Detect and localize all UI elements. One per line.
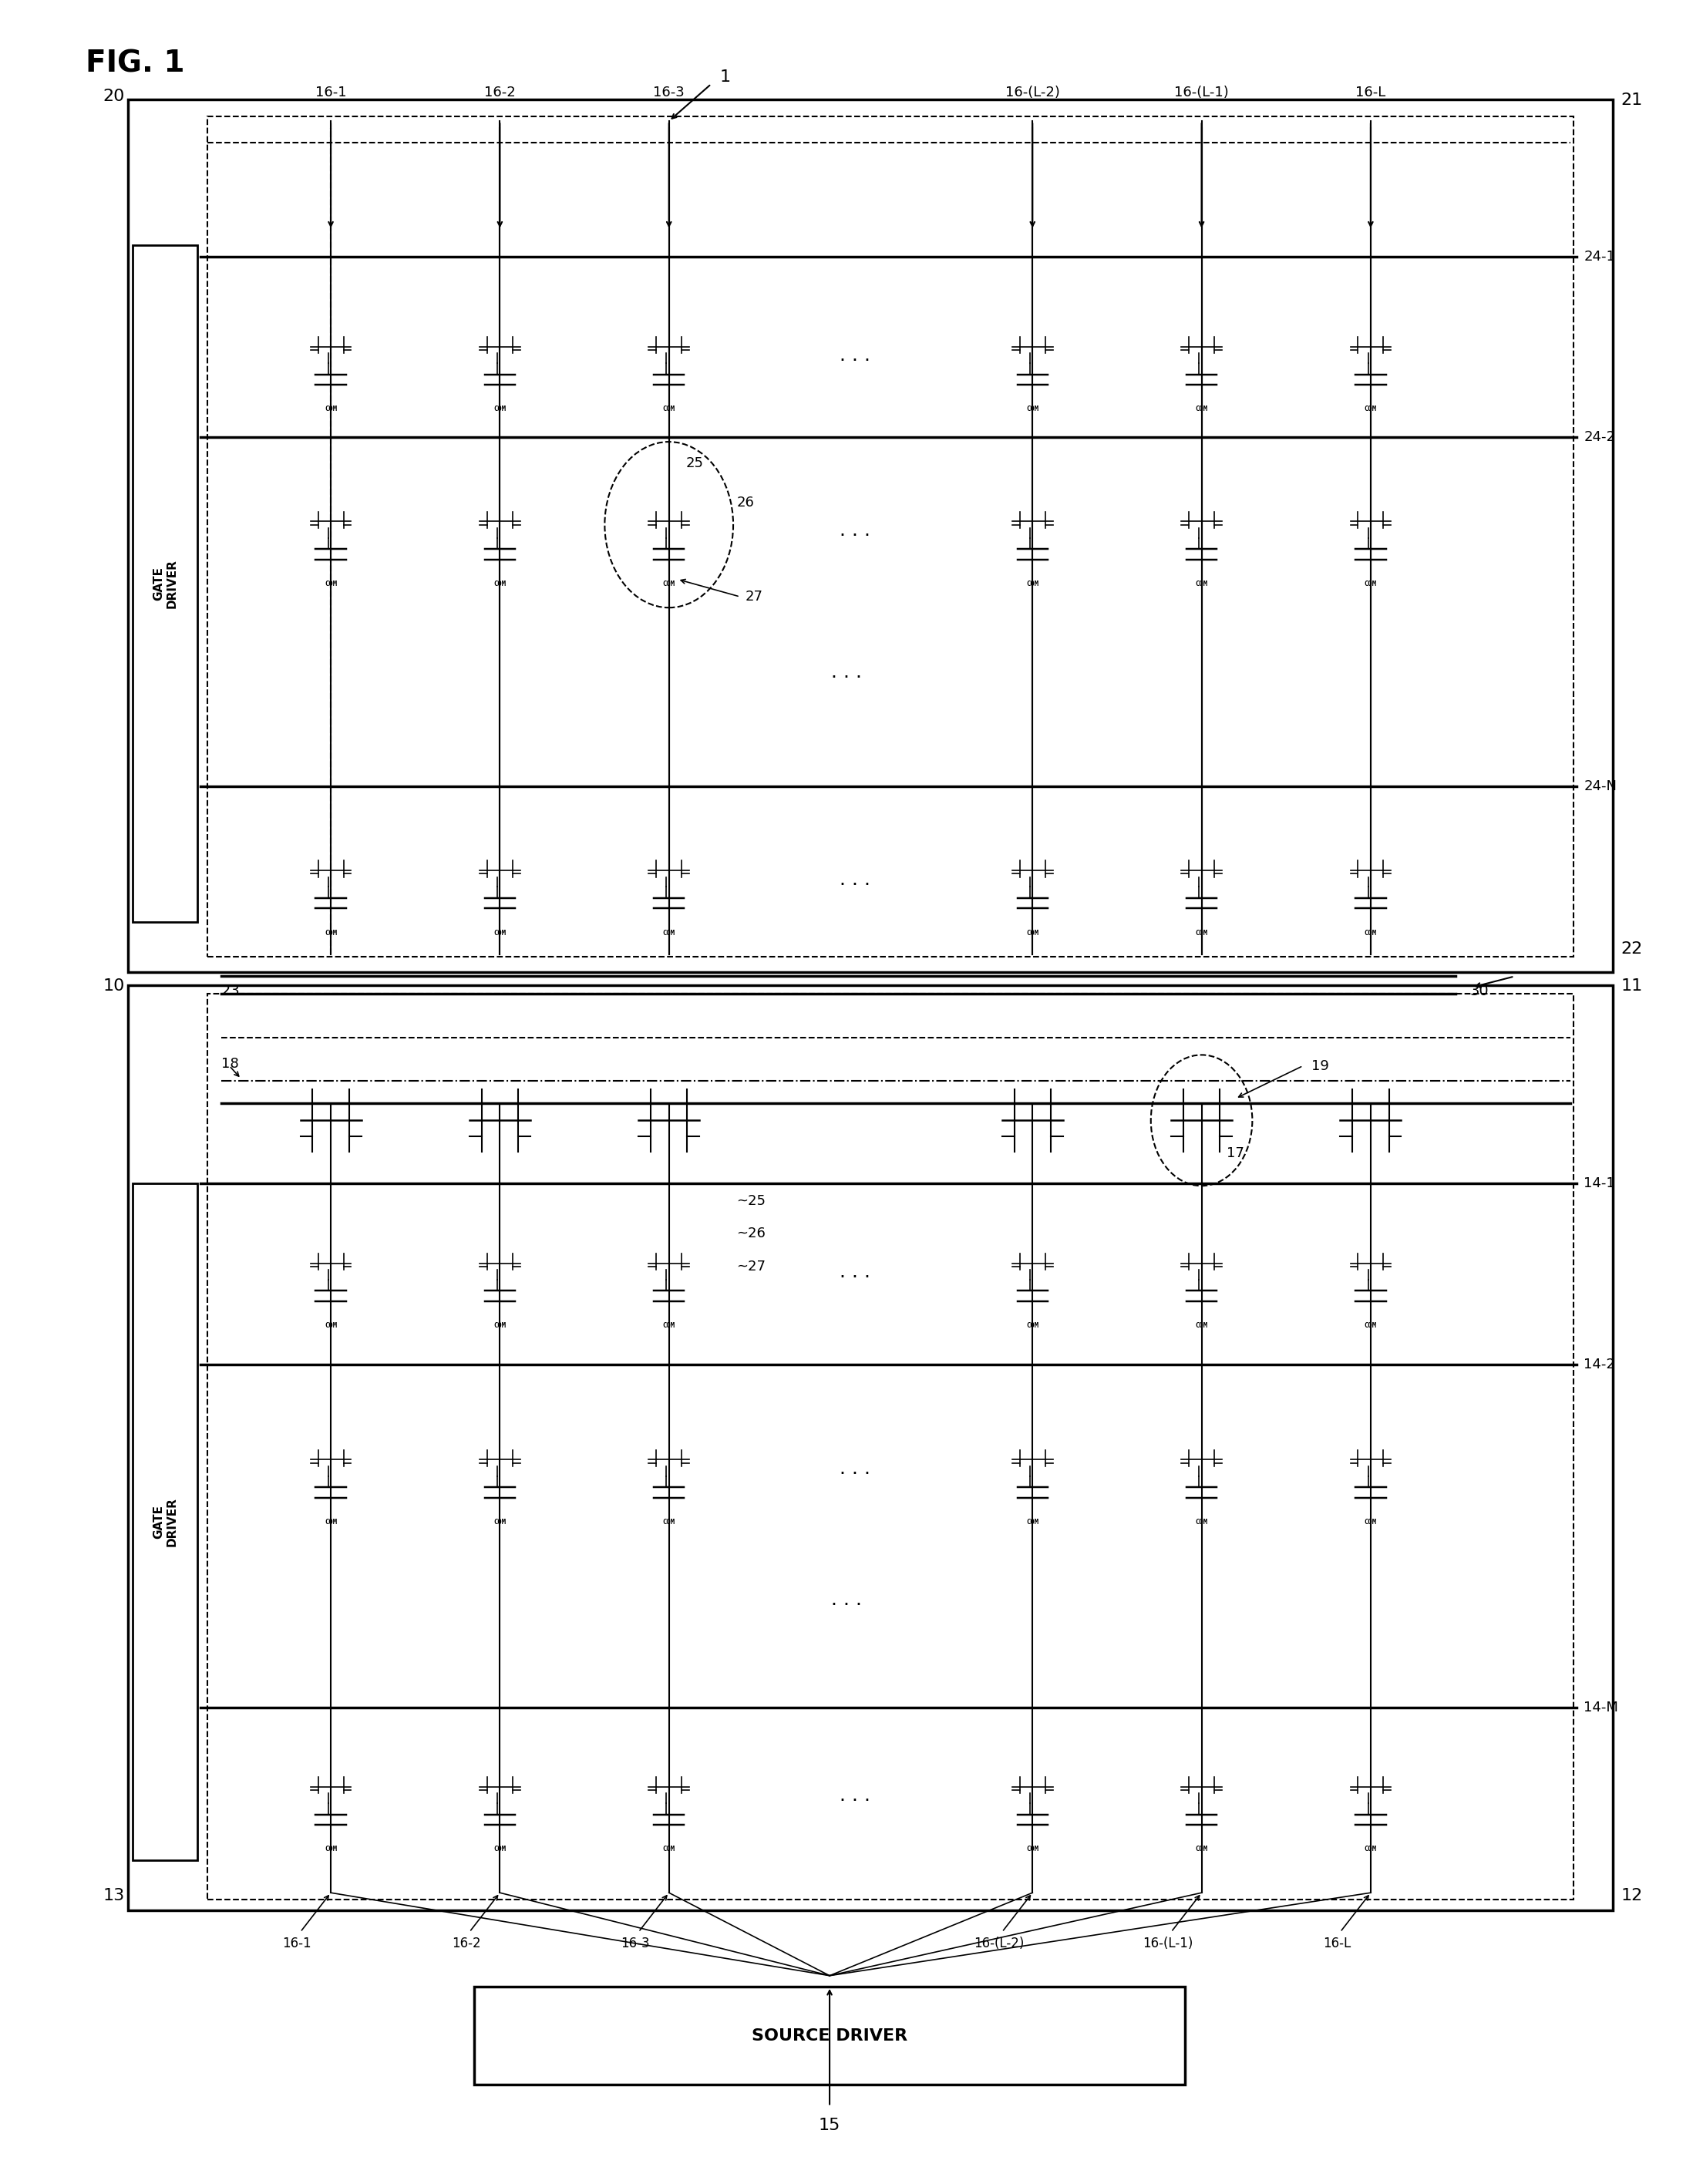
Text: 26: 26: [736, 496, 753, 509]
Text: ~27: ~27: [736, 1260, 765, 1273]
Text: COM: COM: [325, 1321, 337, 1330]
Text: · · ·: · · ·: [840, 526, 870, 544]
Text: 16-2: 16-2: [452, 1937, 481, 1950]
Text: 16-2: 16-2: [484, 85, 516, 98]
Text: 27: 27: [745, 590, 764, 603]
Text: 17: 17: [1227, 1147, 1244, 1160]
Text: · · ·: · · ·: [840, 1791, 870, 1811]
Text: 20: 20: [103, 87, 125, 105]
Text: 25: 25: [686, 456, 704, 470]
Text: · · ·: · · ·: [840, 352, 870, 371]
Text: COM: COM: [1365, 1845, 1376, 1852]
Text: 11: 11: [1620, 978, 1642, 994]
Text: 14-M: 14-M: [1583, 1701, 1619, 1714]
Text: 14-2: 14-2: [1583, 1358, 1615, 1372]
Text: 23: 23: [220, 983, 240, 998]
Text: COM: COM: [325, 1845, 337, 1852]
Text: 16-1: 16-1: [283, 1937, 312, 1950]
Text: COM: COM: [1365, 1321, 1376, 1330]
Text: · · ·: · · ·: [840, 876, 870, 893]
Text: COM: COM: [662, 1321, 676, 1330]
Text: COM: COM: [494, 1321, 506, 1330]
Text: COM: COM: [1365, 930, 1376, 937]
Text: COM: COM: [1026, 1321, 1040, 1330]
Bar: [129, 985, 1612, 1911]
Text: COM: COM: [1195, 930, 1207, 937]
Text: 16-(L-2): 16-(L-2): [1006, 85, 1060, 98]
Text: GATE
DRIVER: GATE DRIVER: [152, 1498, 178, 1546]
Text: COM: COM: [1365, 1518, 1376, 1524]
Text: 15: 15: [819, 2118, 840, 2134]
Text: · · ·: · · ·: [831, 668, 862, 686]
Text: COM: COM: [494, 1845, 506, 1852]
Text: ~25: ~25: [736, 1195, 765, 1208]
Text: SOURCE DRIVER: SOURCE DRIVER: [752, 2029, 907, 2044]
Text: 16-L: 16-L: [1322, 1937, 1351, 1950]
Text: COM: COM: [1365, 581, 1376, 587]
Text: 16-(L-2): 16-(L-2): [973, 1937, 1024, 1950]
Text: 1: 1: [720, 70, 731, 85]
Text: 16-(L-1): 16-(L-1): [1175, 85, 1229, 98]
Text: COM: COM: [1195, 1321, 1207, 1330]
Text: FIG. 1: FIG. 1: [86, 48, 185, 79]
Text: 24-N: 24-N: [1583, 780, 1617, 793]
Text: COM: COM: [1026, 1518, 1040, 1524]
Bar: [134, 1184, 196, 1861]
Text: COM: COM: [1026, 406, 1040, 413]
Text: 10: 10: [103, 978, 125, 994]
Text: COM: COM: [662, 406, 676, 413]
Bar: [474, 1987, 1185, 2086]
Text: COM: COM: [325, 406, 337, 413]
Text: GATE
DRIVER: GATE DRIVER: [152, 559, 178, 609]
Text: 16-3: 16-3: [653, 85, 684, 98]
Text: 16-L: 16-L: [1356, 85, 1387, 98]
Text: · · ·: · · ·: [840, 1269, 870, 1286]
Text: 18: 18: [220, 1057, 239, 1070]
Text: COM: COM: [494, 581, 506, 587]
Text: COM: COM: [1026, 1845, 1040, 1852]
Text: COM: COM: [325, 581, 337, 587]
Text: COM: COM: [325, 1518, 337, 1524]
Text: · · ·: · · ·: [831, 1597, 862, 1614]
Text: COM: COM: [1195, 1845, 1207, 1852]
Text: COM: COM: [1365, 406, 1376, 413]
Text: COM: COM: [662, 1518, 676, 1524]
Text: COM: COM: [1195, 1518, 1207, 1524]
Text: COM: COM: [494, 406, 506, 413]
Text: 22: 22: [1620, 941, 1642, 957]
Text: COM: COM: [325, 930, 337, 937]
Text: COM: COM: [662, 1845, 676, 1852]
Text: ~26: ~26: [736, 1227, 765, 1241]
Bar: [134, 245, 196, 922]
Text: 16-1: 16-1: [315, 85, 347, 98]
Text: 21: 21: [1620, 92, 1642, 109]
Text: 14-1: 14-1: [1583, 1177, 1615, 1190]
Text: 24-2: 24-2: [1583, 430, 1615, 443]
Text: 19: 19: [1312, 1059, 1329, 1072]
Text: COM: COM: [494, 1518, 506, 1524]
Text: 16-3: 16-3: [621, 1937, 650, 1950]
Text: COM: COM: [662, 930, 676, 937]
Text: COM: COM: [1195, 581, 1207, 587]
Text: COM: COM: [1026, 581, 1040, 587]
Text: · · ·: · · ·: [840, 1465, 870, 1483]
Text: 30: 30: [1470, 983, 1490, 998]
Bar: [207, 116, 1573, 957]
Text: 16-(L-1): 16-(L-1): [1143, 1937, 1194, 1950]
Text: COM: COM: [494, 930, 506, 937]
Text: COM: COM: [1195, 406, 1207, 413]
Text: COM: COM: [1026, 930, 1040, 937]
Text: 12: 12: [1620, 1889, 1642, 1904]
Text: COM: COM: [662, 581, 676, 587]
Text: 24-1: 24-1: [1583, 249, 1615, 264]
Bar: [129, 98, 1612, 972]
Bar: [207, 994, 1573, 1900]
Text: 13: 13: [103, 1889, 125, 1904]
